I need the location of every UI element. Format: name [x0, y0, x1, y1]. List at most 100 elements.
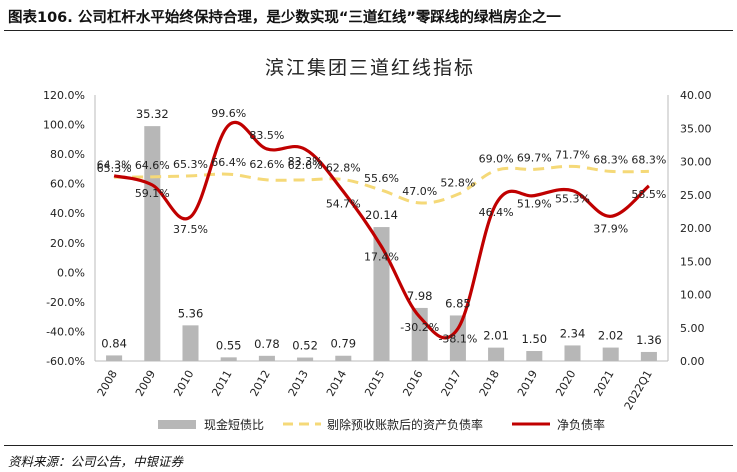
adjusted-ratio-label: 64.6%	[135, 159, 170, 172]
right-tick-label: 15.00	[680, 255, 712, 268]
x-tick-label: 2020	[553, 368, 578, 399]
source-rule	[4, 445, 733, 446]
adjusted-ratio-label: 62.6%	[249, 158, 284, 171]
bar-cash-short-debt	[602, 347, 619, 361]
bar-data-label: 35.32	[136, 107, 169, 121]
left-tick-label: 40.0%	[50, 207, 85, 220]
net-debt-ratio-label: 54.7%	[326, 197, 361, 210]
bar-cash-short-debt	[297, 357, 314, 361]
legend-label-adjusted: 剔除预收账款后的资产负债率	[327, 417, 483, 432]
caption-rule	[4, 30, 733, 31]
adjusted-ratio-label: 52.8%	[440, 176, 475, 189]
line-net-debt-ratio	[113, 120, 650, 340]
net-debt-ratio-label: 65.3%	[97, 162, 132, 175]
adjusted-ratio-label: 65.3%	[173, 158, 208, 171]
bar-cash-short-debt	[449, 315, 466, 361]
bar-cash-short-debt	[335, 355, 352, 361]
net-debt-ratio-label: 51.9%	[517, 198, 552, 211]
x-tick-label: 2008	[95, 368, 120, 399]
left-tick-label: 80.0%	[50, 148, 85, 161]
net-debt-ratio-label: 83.3%	[288, 155, 323, 168]
bar-cash-short-debt	[526, 351, 543, 361]
bar-data-label: 20.14	[365, 208, 398, 222]
bar-cash-short-debt	[106, 355, 123, 361]
left-tick-label: 20.0%	[50, 237, 85, 250]
bar-cash-short-debt	[182, 325, 199, 361]
adjusted-ratio-label: 55.6%	[364, 172, 399, 185]
bar-data-label: 2.02	[598, 329, 624, 343]
right-tick-label: 30.00	[680, 156, 712, 169]
bar-data-label: 0.79	[330, 337, 356, 351]
left-tick-label: 0.0%	[57, 266, 85, 279]
net-debt-ratio-label: 37.5%	[173, 223, 208, 236]
right-tick-label: 35.00	[680, 122, 712, 135]
adjusted-ratio-label: 68.3%	[593, 153, 628, 166]
line-adjusted-asset-liability	[114, 164, 649, 205]
chart: 滨江集团三道红线指标 120.0% 100.0% 80.0% 60.0% 40.0% 20…	[43, 57, 712, 432]
x-tick-label: 2021	[591, 368, 616, 399]
net-debt-ratio-label: 55.3%	[555, 193, 590, 206]
x-tick-label: 2018	[477, 368, 502, 399]
adjusted-ratio-label: 69.0%	[479, 152, 514, 165]
bar-cash-short-debt	[640, 351, 657, 361]
bar-data-label: 7.98	[407, 289, 433, 303]
adjusted-ratio-label: 68.3%	[631, 153, 666, 166]
bar-data-label: 0.52	[292, 339, 318, 353]
x-tick-label: 2015	[362, 368, 387, 399]
adjusted-ratio-label: 69.7%	[517, 151, 552, 164]
left-tick-label: -40.0%	[46, 325, 85, 338]
legend-swatch-bar	[158, 420, 196, 429]
figure-caption: 图表106. 公司杠杆水平始终保持合理，是少数实现“三道红线”零踩线的绿档房企之…	[8, 10, 561, 26]
legend-label-net: 净负债率	[557, 417, 605, 432]
x-tick-label: 2010	[171, 368, 196, 399]
adjusted-ratio-label: 71.7%	[555, 148, 590, 161]
net-debt-ratio-label: 37.9%	[593, 222, 628, 235]
left-tick-label: 60.0%	[50, 178, 85, 191]
left-tick-label: -20.0%	[46, 296, 85, 309]
x-tick-label: 2013	[286, 368, 311, 399]
left-tick-label: 100.0%	[43, 119, 85, 132]
right-tick-label: 40.00	[680, 89, 712, 102]
x-tick-label: 2009	[133, 368, 158, 399]
x-tick-label: 2012	[248, 368, 273, 399]
adjusted-ratio-label: 64.3%	[97, 158, 132, 171]
net-debt-ratio-label: 17.4%	[364, 251, 399, 264]
x-tick-label: 2017	[439, 368, 464, 399]
bar-data-label: 2.01	[483, 329, 509, 343]
right-tick-label: 25.00	[680, 189, 712, 202]
right-tick-label: 10.00	[680, 289, 712, 302]
right-tick-label: 0.00	[680, 355, 705, 368]
bar-data-label: 1.50	[521, 332, 547, 346]
right-tick-label: 5.00	[680, 322, 705, 335]
bar-data-label: 0.84	[101, 336, 127, 350]
x-tick-label: 2011	[209, 368, 234, 399]
net-debt-ratio-label: 59.1%	[135, 187, 170, 200]
bar-cash-short-debt	[488, 347, 505, 361]
net-debt-ratio-label: 58.5%	[631, 188, 666, 201]
net-debt-ratio-label: -30.2%	[400, 321, 439, 334]
bar-data-label: 0.55	[216, 338, 242, 352]
left-tick-label: -60.0%	[46, 355, 85, 368]
net-debt-ratio-label: 46.4%	[479, 206, 514, 219]
right-tick-label: 20.00	[680, 222, 712, 235]
left-tick-label: 120.0%	[43, 89, 85, 102]
x-tick-label: 2016	[400, 368, 425, 399]
chart-title: 滨江集团三道红线指标	[265, 57, 475, 79]
x-tick-label: 2019	[515, 368, 540, 399]
adjusted-ratio-label: 47.0%	[402, 185, 437, 198]
net-debt-ratio-label: 83.5%	[249, 129, 284, 142]
bar-data-label: 1.36	[636, 333, 662, 347]
bar-cash-short-debt	[258, 355, 275, 361]
adjusted-ratio-label: 66.4%	[211, 156, 246, 169]
bar-data-label: 5.36	[178, 306, 204, 320]
bar-cash-short-debt	[220, 357, 237, 361]
source-note: 资料来源：公司公告，中银证券	[8, 454, 184, 469]
net-debt-ratio-label: 99.6%	[211, 107, 246, 120]
bar-cash-short-debt	[564, 345, 581, 361]
net-debt-ratio-label: -38.1%	[438, 333, 477, 346]
adjusted-ratio-label: 62.6%	[288, 159, 323, 172]
bar-data-label: 6.85	[445, 296, 471, 310]
bar-data-label: 0.78	[254, 337, 280, 351]
x-tick-label: 2014	[324, 368, 349, 399]
